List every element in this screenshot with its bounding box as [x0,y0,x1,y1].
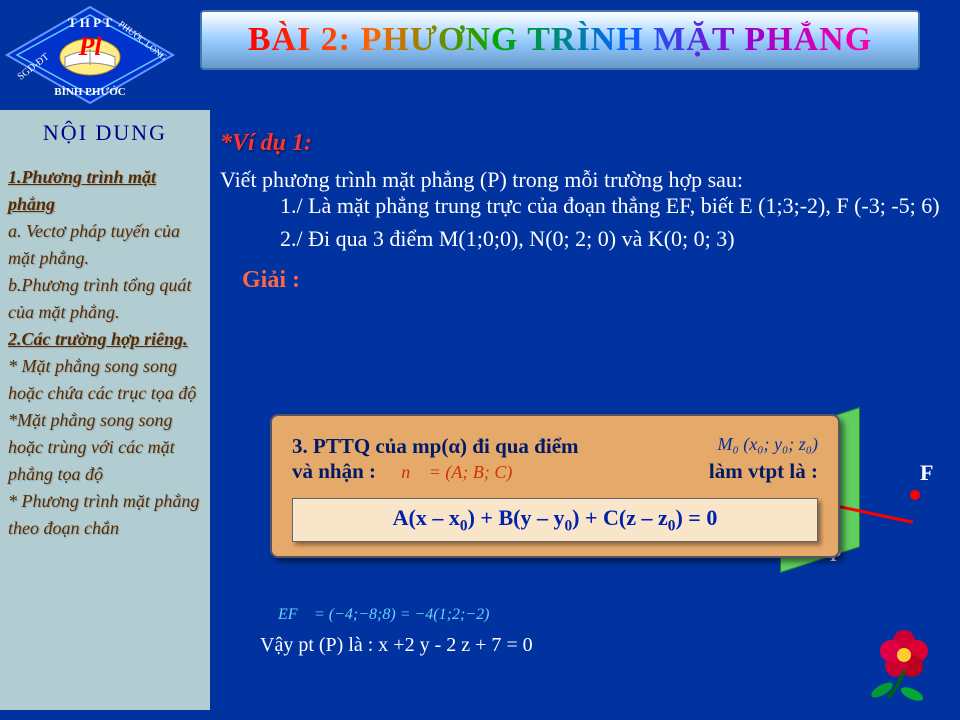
problems: 1./ Là mặt phẳng trung trực của đoạn thẳ… [220,189,950,255]
nav-item-1a[interactable]: a. Vectơ pháp tuyến của mặt phẳng. [8,218,202,272]
ef-vector: EF⃗ = (−4;−8;8) = −4(1;2;−2) [278,606,533,624]
nav-item-2c[interactable]: * Phương trình mặt phẳng theo đoạn chắn [8,488,202,542]
callout-line1: 3. PTTQ của mp(α) đi qua điểm M₀ (x₀; y₀… [292,434,818,459]
result-equation: Vậy pt (P) là : x +2 y - 2 z + 7 = 0 [260,634,533,657]
nav-item-2a[interactable]: * Mặt phẳng song song hoặc chứa các trục… [8,353,202,407]
sidebar: NỘI DUNG 1.Phương trình mặt phẳng a. Vec… [0,110,210,710]
lesson-title-banner: BÀI 2: PHƯƠNG TRÌNH MẶT PHẲNG [200,10,920,70]
label-f: F [920,460,933,486]
callout-line2: và nhận : n⃗ = (A; B; C) làm vtpt là : [292,459,818,484]
flower-decoration [854,610,954,710]
nav-item-2[interactable]: 2.Các trường hợp riêng. [8,326,202,353]
point-f [910,490,920,500]
solution-continued: EF⃗ = (−4;−8;8) = −4(1;2;−2) Vậy pt (P) … [260,600,533,657]
formula-callout: 3. PTTQ của mp(α) đi qua điểm M₀ (x₀; y₀… [270,414,840,558]
formula-box: A(x – x0) + B(y – y0) + C(z – z0) = 0 [292,498,818,542]
example-label: *Ví dụ 1: [220,130,950,157]
nav-item-2b[interactable]: *Mặt phẳng song song hoặc trùng với các … [8,407,202,488]
callout-text-1: 3. PTTQ của mp(α) đi qua điểm [292,434,579,458]
solution-label: Giải : [242,267,950,294]
sidebar-header: NỘI DUNG [8,120,202,146]
main-content: *Ví dụ 1: Viết phương trình mặt phẳng (P… [220,130,950,294]
callout-m0: M₀ (x₀; y₀; z₀) [718,434,819,455]
lesson-title: BÀI 2: PHƯƠNG TRÌNH MẶT PHẲNG [248,21,872,59]
nav-item-1b[interactable]: b.Phương trình tổng quát của mặt phẳng. [8,272,202,326]
nav-item-1[interactable]: 1.Phương trình mặt phẳng [8,164,202,218]
callout-text-2b: làm vtpt là : [709,459,818,484]
svg-text:BÌNH PHƯỚC: BÌNH PHƯỚC [54,86,125,98]
svg-text:Pl: Pl [77,32,102,61]
callout-text-2a: và nhận : [292,459,376,483]
school-logo: T H P T BÌNH PHƯỚC PHƯỚC LONG SGD-ĐT Pl [5,5,175,105]
svg-text:T H P T: T H P T [68,15,112,30]
problem-1: 1./ Là mặt phẳng trung trực của đoạn thẳ… [280,189,950,222]
problem-2: 2./ Đi qua 3 điểm M(1;0;0), N(0; 2; 0) v… [280,222,950,255]
callout-nvec: n⃗ = (A; B; C) [401,462,512,482]
